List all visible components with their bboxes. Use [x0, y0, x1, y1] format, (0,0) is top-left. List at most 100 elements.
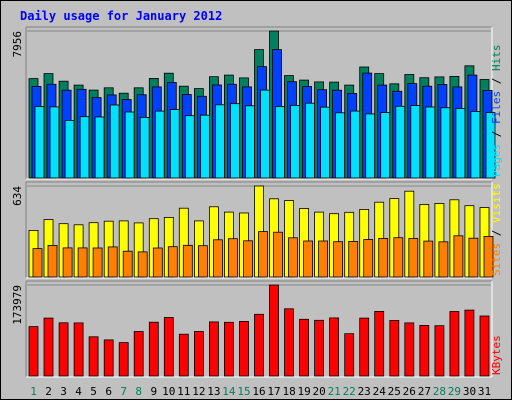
bar-pages-day-25 [395, 105, 406, 179]
bar-pages-day-20 [320, 106, 331, 179]
x-tick-label-22: 22 [343, 385, 356, 398]
bar-pages-day-30 [470, 111, 481, 179]
bar-kbytes-day-29 [449, 311, 460, 377]
bar-pages-day-12 [199, 114, 210, 179]
bar-sites-day-25 [393, 237, 404, 278]
bar-sites-day-15 [243, 240, 253, 278]
x-tick-label-3: 3 [60, 385, 67, 398]
bar-kbytes-day-11 [178, 333, 189, 377]
bar-kbytes-day-3 [58, 322, 69, 377]
bar-sites-day-13 [212, 239, 223, 278]
bar-sites-day-23 [363, 239, 374, 278]
x-tick-label-24: 24 [373, 385, 387, 398]
x-tick-label-6: 6 [105, 385, 112, 398]
x-tick-label-18: 18 [282, 385, 295, 398]
x-tick-label-28: 28 [433, 385, 446, 398]
bar-pages-day-19 [305, 102, 316, 179]
x-tick-label-26: 26 [403, 385, 416, 398]
bar-sites-day-8 [137, 251, 148, 278]
bar-sites-day-21 [333, 241, 344, 278]
bar-sites-day-9 [152, 247, 163, 278]
legend-separator: / [490, 223, 503, 243]
bar-pages-day-11 [184, 115, 195, 179]
bar-kbytes-day-31 [479, 315, 490, 377]
bar-sites-day-29 [453, 235, 464, 278]
bar-kbytes-day-16 [254, 313, 264, 377]
bar-pages-day-6 [109, 104, 120, 179]
bar-kbytes-day-30 [464, 309, 475, 377]
bar-sites-day-5 [92, 247, 103, 278]
bar-pages-day-9 [154, 110, 165, 179]
x-tick-label-19: 19 [297, 385, 310, 398]
bar-kbytes-day-1 [28, 326, 39, 377]
x-tick-label-17: 17 [267, 385, 280, 398]
x-tick-label-14: 14 [222, 385, 236, 398]
bar-kbytes-day-17 [269, 284, 279, 377]
bar-kbytes-day-6 [103, 339, 114, 377]
x-tick-label-30: 30 [463, 385, 476, 398]
bar-pages-day-2 [49, 106, 60, 179]
bar-pages-day-29 [455, 108, 466, 179]
x-tick-label-8: 8 [135, 385, 142, 398]
bar-pages-day-18 [290, 105, 300, 179]
bar-kbytes-day-8 [133, 331, 144, 377]
bar-kbytes-day-5 [88, 336, 99, 377]
bar-sites-day-27 [423, 240, 434, 278]
bar-sites-day-4 [77, 247, 88, 278]
panel-visits-sites: 634 Sites / Visits [11, 181, 503, 279]
legend-label-kbytes: KBytes [490, 335, 503, 375]
bar-sites-day-28 [438, 241, 449, 278]
bar-pages-day-8 [139, 117, 150, 179]
y-max-label: 7956 [11, 31, 24, 58]
bar-kbytes-day-7 [118, 342, 129, 377]
x-tick-label-29: 29 [448, 385, 461, 398]
bar-sites-day-26 [408, 238, 419, 278]
legend-label-sites: Sites [490, 243, 503, 276]
bar-pages-day-28 [440, 107, 451, 179]
bar-kbytes-day-2 [43, 317, 54, 377]
bar-sites-day-16 [258, 231, 268, 278]
legend-kbytes: KBytes [490, 335, 503, 375]
bar-pages-day-21 [335, 112, 346, 179]
bar-kbytes-day-22 [344, 333, 355, 377]
bar-kbytes-day-23 [359, 317, 370, 377]
x-tick-label-12: 12 [192, 385, 205, 398]
legend-label-visits: Visits [490, 183, 503, 223]
bar-pages-day-5 [94, 116, 105, 179]
bar-sites-day-2 [47, 244, 58, 278]
y-max-label: 634 [11, 186, 24, 206]
y-max-label: 173979 [11, 285, 24, 325]
legend-visits-sites: Sites / Visits [490, 183, 503, 276]
x-tick-label-2: 2 [45, 385, 52, 398]
bar-sites-day-12 [197, 245, 208, 278]
legend-label-files: Files [490, 91, 503, 124]
bar-kbytes-day-26 [404, 322, 415, 377]
x-tick-label-4: 4 [75, 385, 82, 398]
bar-pages-day-27 [425, 106, 436, 179]
bar-pages-day-1 [34, 106, 45, 179]
x-tick-label-25: 25 [388, 385, 401, 398]
bar-kbytes-day-24 [374, 310, 385, 377]
x-tick-label-27: 27 [418, 385, 431, 398]
bar-sites-day-11 [182, 244, 193, 278]
legend-label-hits: Hits [490, 45, 503, 72]
bar-pages-day-4 [79, 116, 90, 179]
bar-pages-day-14 [229, 103, 240, 179]
chart-title: Daily usage for January 2012 [20, 9, 222, 23]
bar-sites-day-14 [227, 238, 238, 278]
bar-sites-day-31 [483, 235, 494, 278]
legend-separator: / [490, 71, 503, 91]
bar-kbytes-day-19 [299, 318, 310, 377]
bar-pages-day-31 [485, 112, 496, 179]
bar-kbytes-day-15 [239, 320, 249, 377]
bar-pages-day-24 [380, 112, 391, 179]
bar-sites-day-10 [167, 246, 178, 278]
bar-sites-day-18 [288, 237, 298, 278]
bar-kbytes-day-14 [223, 321, 234, 377]
bar-sites-day-19 [303, 240, 314, 278]
x-tick-label-11: 11 [177, 385, 190, 398]
bar-pages-day-26 [410, 105, 421, 179]
x-tick-label-15: 15 [237, 385, 250, 398]
